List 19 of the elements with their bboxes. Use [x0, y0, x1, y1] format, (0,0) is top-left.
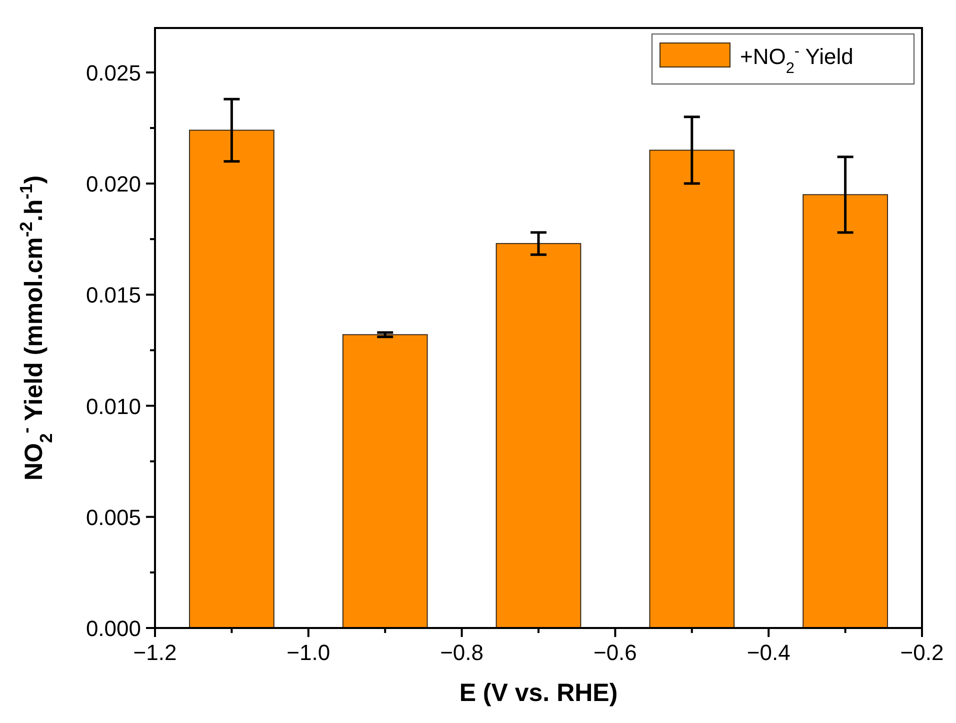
x-tick-label: −0.6	[593, 640, 637, 665]
y-tick-label: 0.020	[86, 172, 141, 197]
x-axis-title: E (V vs. RHE)	[459, 679, 618, 707]
y-tick-label: 0.010	[86, 394, 141, 419]
bar	[189, 130, 274, 628]
y-tick-label: 0.025	[86, 60, 141, 86]
bar	[802, 194, 888, 628]
bar	[496, 243, 582, 628]
bar	[342, 334, 428, 628]
x-tick-label: −0.4	[746, 640, 790, 665]
bar	[649, 150, 735, 628]
x-tick-label: −1.2	[133, 640, 177, 665]
legend-label: +NO$_{2}$$^{-}$ Yield	[740, 42, 854, 76]
y-tick-label: 0.000	[86, 616, 141, 641]
x-tick-label: −0.2	[900, 640, 944, 665]
x-tick-label: −1.0	[286, 640, 330, 665]
x-tick-label: −0.8	[440, 640, 484, 665]
y-tick-label: 0.015	[86, 282, 141, 308]
y-tick-label: 0.005	[86, 504, 141, 530]
